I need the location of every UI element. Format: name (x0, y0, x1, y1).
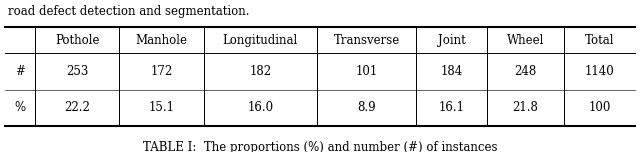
Text: Longitudinal: Longitudinal (223, 34, 298, 47)
Text: 16.0: 16.0 (247, 101, 273, 114)
Text: 21.8: 21.8 (513, 101, 538, 114)
Text: road defect detection and segmentation.: road defect detection and segmentation. (8, 5, 250, 18)
Text: #: # (15, 65, 25, 78)
Text: 248: 248 (515, 65, 537, 78)
Text: 172: 172 (150, 65, 173, 78)
Text: 8.9: 8.9 (357, 101, 376, 114)
Text: Pothole: Pothole (55, 34, 100, 47)
Text: 22.2: 22.2 (65, 101, 90, 114)
Text: 101: 101 (356, 65, 378, 78)
Text: 16.1: 16.1 (438, 101, 465, 114)
Text: Manhole: Manhole (136, 34, 188, 47)
Text: Total: Total (585, 34, 614, 47)
Text: TABLE I:  The proportions (%) and number (#) of instances: TABLE I: The proportions (%) and number … (143, 141, 497, 152)
Text: %: % (15, 101, 26, 114)
Text: 1140: 1140 (585, 65, 614, 78)
Text: Transverse: Transverse (333, 34, 400, 47)
Text: Joint: Joint (438, 34, 465, 47)
Text: 100: 100 (588, 101, 611, 114)
Text: 15.1: 15.1 (148, 101, 175, 114)
Text: 253: 253 (66, 65, 88, 78)
Text: 182: 182 (249, 65, 271, 78)
Text: 184: 184 (440, 65, 463, 78)
Text: Wheel: Wheel (507, 34, 544, 47)
